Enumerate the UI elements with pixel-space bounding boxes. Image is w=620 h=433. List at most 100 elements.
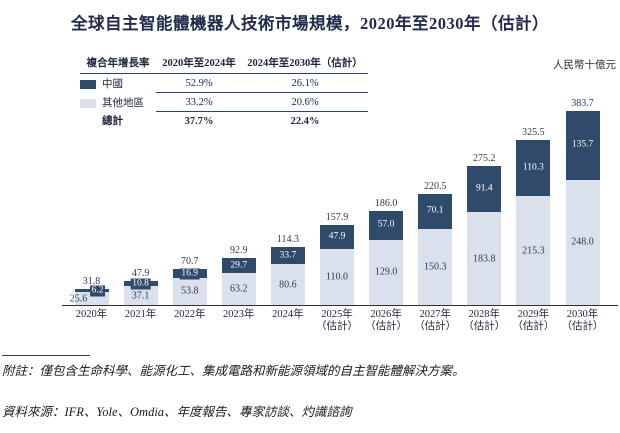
bar-2020: 31.8 6.2 25.6 bbox=[70, 276, 109, 305]
bar-china-value-2024: 33.7 bbox=[277, 250, 299, 262]
bar-other-value-2027: 150.3 bbox=[423, 261, 447, 273]
bar-2022: 70.7 16.9 53.8 bbox=[172, 256, 207, 305]
footnote-divider bbox=[2, 355, 90, 356]
x-axis-year-2030: 2030年 bbox=[566, 309, 599, 320]
legend-label-total: 總計 bbox=[102, 116, 123, 127]
bar-other-value-2030: 248.0 bbox=[571, 236, 594, 248]
bar-china-value-2027: 70.1 bbox=[424, 205, 446, 217]
bar-other-value-2026: 129.0 bbox=[374, 266, 398, 278]
bar-segment-other-2029 bbox=[516, 196, 551, 305]
x-axis-year-2024: 2024年 bbox=[272, 309, 304, 320]
bar-segment-other-2030 bbox=[565, 179, 600, 305]
x-axis-year-2020: 2020年 bbox=[75, 309, 108, 320]
x-axis-label-2029: 2029年 （估計） bbox=[501, 309, 565, 333]
bar-segment-other-2028 bbox=[467, 212, 502, 305]
y-axis-unit-label: 人民幣十億元 bbox=[553, 60, 616, 71]
bar-other-value-2020: 25.6 bbox=[69, 293, 88, 305]
legend-label-china: 中國 bbox=[102, 79, 123, 90]
china-cagr-2020-2024: 52.9% bbox=[156, 74, 242, 93]
bar-2027: 220.5 70.1 150.3 bbox=[418, 181, 453, 305]
bar-other-value-2021: 37.1 bbox=[131, 290, 150, 302]
x-axis-year-2026: 2026年 bbox=[370, 309, 402, 320]
bar-total-label-2025: 157.9 bbox=[325, 212, 349, 224]
chart-title: 全球自主智能體機器人技術市場規模，2020年至2030年（估計） bbox=[71, 14, 549, 33]
legend-header-2024-2030: 2024年至2030年（估計） bbox=[242, 56, 368, 74]
bar-segment-other-2027 bbox=[418, 229, 453, 305]
bar-other-value-2028: 183.8 bbox=[473, 253, 496, 265]
bar-china-value-2020: 6.2 bbox=[89, 285, 106, 296]
legend-row-other: 其他地區 bbox=[80, 93, 156, 112]
bar-china-value-2026: 57.0 bbox=[375, 219, 397, 231]
bar-segment-other-2026 bbox=[369, 239, 404, 305]
bar-segment-other-2021 bbox=[123, 286, 158, 305]
x-axis-label-2028: 2028年 （估計） bbox=[452, 309, 516, 333]
bar-2021: 47.9 10.8 37.1 bbox=[123, 268, 158, 305]
bar-total-label-2030: 383.7 bbox=[571, 98, 594, 109]
bar-total-label-2021: 47.9 bbox=[131, 267, 150, 279]
bar-2029: 325.5 110.3 215.3 bbox=[516, 127, 551, 305]
x-axis-label-2025: 2025年 （估計） bbox=[305, 309, 369, 333]
bar-total-label-2027: 220.5 bbox=[423, 180, 447, 192]
other-cagr-2024-2030: 20.6% bbox=[242, 93, 368, 112]
bar-2030: 383.7 135.7 248.0 bbox=[565, 98, 600, 305]
x-axis-note-2025: （估計） bbox=[316, 321, 358, 332]
x-axis-year-2021: 2021年 bbox=[124, 309, 157, 320]
china-swatch-icon bbox=[80, 80, 96, 89]
china-cagr-2024-2030: 26.1% bbox=[242, 74, 368, 93]
bar-total-label-2024: 114.3 bbox=[276, 234, 299, 246]
total-cagr-2020-2024: 37.7% bbox=[184, 116, 214, 127]
footnote-source: 資料來源：IFR、Yole、Omdia、年度報告、專家訪談、灼識諮詢 bbox=[2, 405, 352, 419]
x-axis-label-2023: 2023年 bbox=[207, 309, 271, 321]
x-axis-note-2028: （估計） bbox=[463, 321, 506, 332]
x-axis-label-2020: 2020年 bbox=[60, 309, 124, 321]
bar-other-value-2023: 63.2 bbox=[230, 283, 248, 295]
bar-china-value-2030: 135.7 bbox=[569, 139, 596, 151]
bar-segment-other-2024 bbox=[270, 264, 305, 305]
x-axis-label-2024: 2024年 bbox=[256, 309, 320, 321]
x-axis-label-2030: 2030年 （估計） bbox=[551, 309, 615, 333]
bar-total-label-2020: 31.8 bbox=[82, 275, 101, 287]
bar-china-value-2025: 47.9 bbox=[326, 231, 348, 243]
x-axis-label-2021: 2021年 bbox=[109, 309, 173, 321]
legend-header-cagr: 複合年增長率 bbox=[80, 56, 156, 74]
bar-total-label-2028: 275.2 bbox=[473, 152, 496, 164]
total-cagr-2024-2030: 22.4% bbox=[290, 116, 320, 127]
bar-other-value-2022: 53.8 bbox=[180, 285, 199, 297]
x-axis-year-2022: 2022年 bbox=[173, 309, 206, 320]
x-axis-year-2023: 2023年 bbox=[223, 309, 255, 320]
plot-area: 31.8 6.2 25.6 2020年 47.9 10.8 37.1 2021年 70.7 16.… bbox=[62, 85, 618, 332]
x-axis-year-2025: 2025年 bbox=[321, 309, 353, 320]
x-axis-label-2026: 2026年 （估計） bbox=[354, 309, 418, 333]
bar-other-value-2025: 110.0 bbox=[325, 271, 349, 283]
x-axis-note-2027: （估計） bbox=[414, 321, 457, 332]
bar-total-label-2026: 186.0 bbox=[374, 197, 398, 209]
bar-total-label-2023: 92.9 bbox=[230, 245, 248, 257]
bar-total-label-2022: 70.7 bbox=[180, 256, 199, 268]
bar-2026: 186.0 57.0 129.0 bbox=[369, 198, 404, 305]
bar-china-value-2029: 110.3 bbox=[520, 162, 546, 174]
x-axis-year-2027: 2027年 bbox=[419, 309, 451, 320]
x-axis-year-2028: 2028年 bbox=[468, 309, 501, 320]
legend-label-other: 其他地區 bbox=[102, 98, 144, 109]
x-axis-note-2029: （估計） bbox=[512, 321, 555, 332]
cagr-legend-table: 複合年增長率 2020年至2024年 2024年至2030年（估計） 中國 52… bbox=[80, 56, 368, 129]
bar-segment-other-2022 bbox=[172, 277, 207, 305]
x-axis-note-2030: （估計） bbox=[561, 321, 604, 332]
other-cagr-2020-2024: 33.2% bbox=[156, 93, 242, 112]
bar-2024: 114.3 33.7 80.6 bbox=[270, 234, 305, 305]
other-regions-swatch-icon bbox=[80, 99, 96, 108]
bar-china-value-2021: 10.8 bbox=[130, 278, 151, 290]
bar-2023: 92.9 29.7 63.2 bbox=[221, 245, 256, 305]
bar-2025: 157.9 47.9 110.0 bbox=[320, 212, 354, 305]
bar-segment-other-2023 bbox=[221, 273, 256, 305]
bar-total-label-2029: 325.5 bbox=[522, 127, 545, 139]
footnote-note: 附註：僅包含生命科學、能源化工、集成電路和新能源領域的自主智能體解決方案。 bbox=[2, 364, 465, 378]
legend-row-china: 中國 bbox=[80, 74, 156, 93]
x-axis-label-2027: 2027年 （估計） bbox=[403, 309, 467, 333]
bar-other-value-2024: 80.6 bbox=[279, 279, 297, 291]
bar-china-value-2028: 91.4 bbox=[473, 183, 495, 195]
x-axis-note-2026: （估計） bbox=[365, 321, 408, 332]
bar-china-value-2023: 29.7 bbox=[228, 260, 250, 272]
x-axis-year-2029: 2029年 bbox=[517, 309, 550, 320]
